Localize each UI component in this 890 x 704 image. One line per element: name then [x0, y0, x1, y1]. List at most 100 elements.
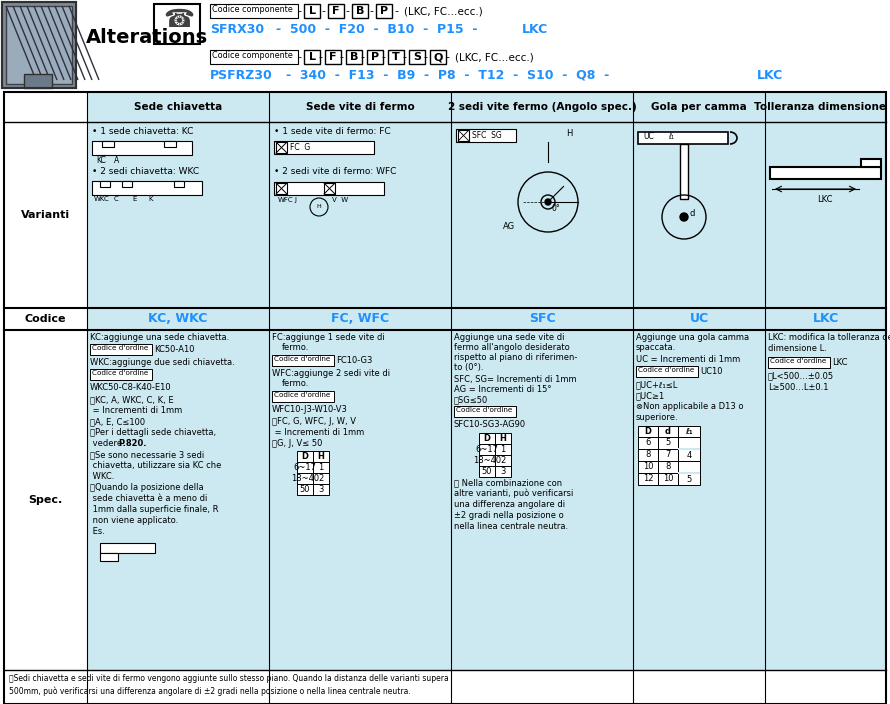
- Bar: [638, 461, 658, 473]
- Text: ⓘPer i dettagli sede chiavetta,: ⓘPer i dettagli sede chiavetta,: [90, 428, 216, 437]
- Text: F: F: [329, 52, 336, 62]
- Text: FC10-G3: FC10-G3: [336, 356, 372, 365]
- Bar: [678, 437, 700, 449]
- Bar: [313, 462, 329, 473]
- Text: WFC10-J3-W10-V3: WFC10-J3-W10-V3: [272, 405, 348, 414]
- Bar: [658, 437, 678, 449]
- Bar: [479, 444, 495, 455]
- Text: WFC: WFC: [278, 197, 294, 203]
- Bar: [770, 167, 881, 179]
- Text: LKC: LKC: [817, 195, 833, 204]
- Text: 18~40: 18~40: [473, 456, 501, 465]
- Text: D: D: [483, 434, 490, 443]
- Bar: [768, 357, 830, 368]
- Bar: [430, 50, 446, 64]
- Text: 6~17: 6~17: [475, 445, 498, 454]
- Text: K: K: [148, 196, 152, 202]
- Text: dimensione L.: dimensione L.: [768, 344, 827, 353]
- Text: ±2 gradi nella posizione o: ±2 gradi nella posizione o: [454, 511, 563, 520]
- Text: -: -: [369, 6, 373, 16]
- Text: Varianti: Varianti: [21, 210, 70, 220]
- Text: P: P: [371, 52, 379, 62]
- Text: fermo.: fermo.: [282, 343, 310, 352]
- Text: WKC.: WKC.: [90, 472, 115, 481]
- Circle shape: [545, 199, 551, 205]
- Text: sede chiavetta è a meno di: sede chiavetta è a meno di: [90, 494, 207, 503]
- Text: 3: 3: [500, 467, 506, 476]
- Text: UC: UC: [690, 313, 708, 325]
- Text: B: B: [350, 52, 358, 62]
- Text: 18~40: 18~40: [291, 474, 319, 483]
- Text: Sede chiavetta: Sede chiavetta: [134, 102, 222, 112]
- Bar: [678, 426, 700, 437]
- Bar: [346, 50, 362, 64]
- Text: LKC: LKC: [832, 358, 847, 367]
- Bar: [678, 449, 700, 461]
- Text: 7: 7: [666, 450, 671, 459]
- Bar: [164, 141, 176, 147]
- Text: -: -: [297, 52, 301, 62]
- Bar: [658, 461, 678, 473]
- Text: Codice d'ordine: Codice d'ordine: [92, 345, 149, 351]
- Text: Codice d'ordine: Codice d'ordine: [456, 407, 513, 413]
- Bar: [4, 92, 886, 704]
- Text: WKC:aggiunge due sedi chiavetta.: WKC:aggiunge due sedi chiavetta.: [90, 358, 235, 367]
- Text: Codice d'ordine: Codice d'ordine: [770, 358, 827, 364]
- Text: LKC: LKC: [757, 69, 783, 82]
- Bar: [658, 449, 678, 461]
- Text: 500mm, può verificarsi una differenza angolare di ±2 gradi nella posizione o nel: 500mm, può verificarsi una differenza an…: [9, 687, 411, 696]
- Bar: [274, 141, 374, 154]
- Bar: [297, 473, 313, 484]
- Text: 1: 1: [319, 463, 324, 472]
- Text: P.820.: P.820.: [118, 439, 147, 448]
- Text: H: H: [318, 452, 325, 461]
- Bar: [100, 543, 155, 553]
- Text: 50: 50: [300, 485, 311, 494]
- Bar: [2, 2, 76, 88]
- Text: Codice componente: Codice componente: [212, 5, 293, 14]
- Bar: [92, 181, 202, 195]
- Text: ℓ₁: ℓ₁: [685, 427, 692, 436]
- Text: V  W: V W: [332, 197, 348, 203]
- Text: AG: AG: [503, 222, 515, 231]
- Text: H: H: [317, 204, 321, 210]
- Bar: [313, 473, 329, 484]
- Text: superiore.: superiore.: [636, 413, 679, 422]
- Bar: [352, 4, 368, 18]
- Bar: [276, 183, 287, 194]
- Text: UC: UC: [643, 132, 654, 141]
- Bar: [479, 455, 495, 466]
- Text: KC: KC: [96, 156, 106, 165]
- Text: 1: 1: [500, 445, 506, 454]
- Bar: [272, 391, 334, 402]
- Bar: [638, 132, 728, 144]
- Text: Es.: Es.: [90, 527, 105, 536]
- Text: P: P: [380, 6, 388, 16]
- Bar: [297, 484, 313, 495]
- Text: S: S: [413, 52, 421, 62]
- Bar: [2, 2, 76, 88]
- Text: = Incrementi di 1mm: = Incrementi di 1mm: [90, 406, 182, 415]
- Text: 5: 5: [686, 475, 692, 484]
- Text: 1mm dalla superficie finale, R: 1mm dalla superficie finale, R: [90, 505, 219, 514]
- Text: H: H: [566, 129, 572, 138]
- Text: 8: 8: [645, 450, 651, 459]
- Bar: [458, 130, 469, 141]
- Text: ☎: ☎: [163, 8, 194, 32]
- Text: -: -: [318, 52, 322, 62]
- Text: WKC50-C8-K40-E10: WKC50-C8-K40-E10: [90, 383, 172, 392]
- Bar: [638, 449, 658, 461]
- Text: C: C: [114, 196, 118, 202]
- Text: (LKC, FC…ecc.): (LKC, FC…ecc.): [404, 6, 482, 16]
- Text: -: -: [360, 52, 364, 62]
- Bar: [4, 670, 886, 704]
- Text: ⓘA, E, C≤100: ⓘA, E, C≤100: [90, 417, 145, 426]
- Bar: [0, 0, 890, 92]
- Bar: [154, 4, 200, 44]
- Text: ⓘL<500…±0.05: ⓘL<500…±0.05: [768, 371, 834, 380]
- Text: Aggiunge una sede vite di: Aggiunge una sede vite di: [454, 333, 564, 342]
- Text: • 1 sede vite di fermo: FC: • 1 sede vite di fermo: FC: [274, 127, 391, 136]
- Text: • 2 sedi chiavetta: WKC: • 2 sedi chiavetta: WKC: [92, 167, 199, 176]
- Bar: [92, 141, 192, 155]
- Bar: [495, 444, 511, 455]
